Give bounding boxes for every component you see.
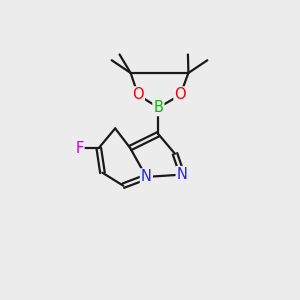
Text: F: F — [75, 140, 83, 155]
Text: N: N — [177, 167, 188, 182]
Text: B: B — [153, 100, 163, 115]
Text: O: O — [175, 87, 186, 102]
Text: N: N — [141, 169, 152, 184]
Text: O: O — [132, 87, 144, 102]
